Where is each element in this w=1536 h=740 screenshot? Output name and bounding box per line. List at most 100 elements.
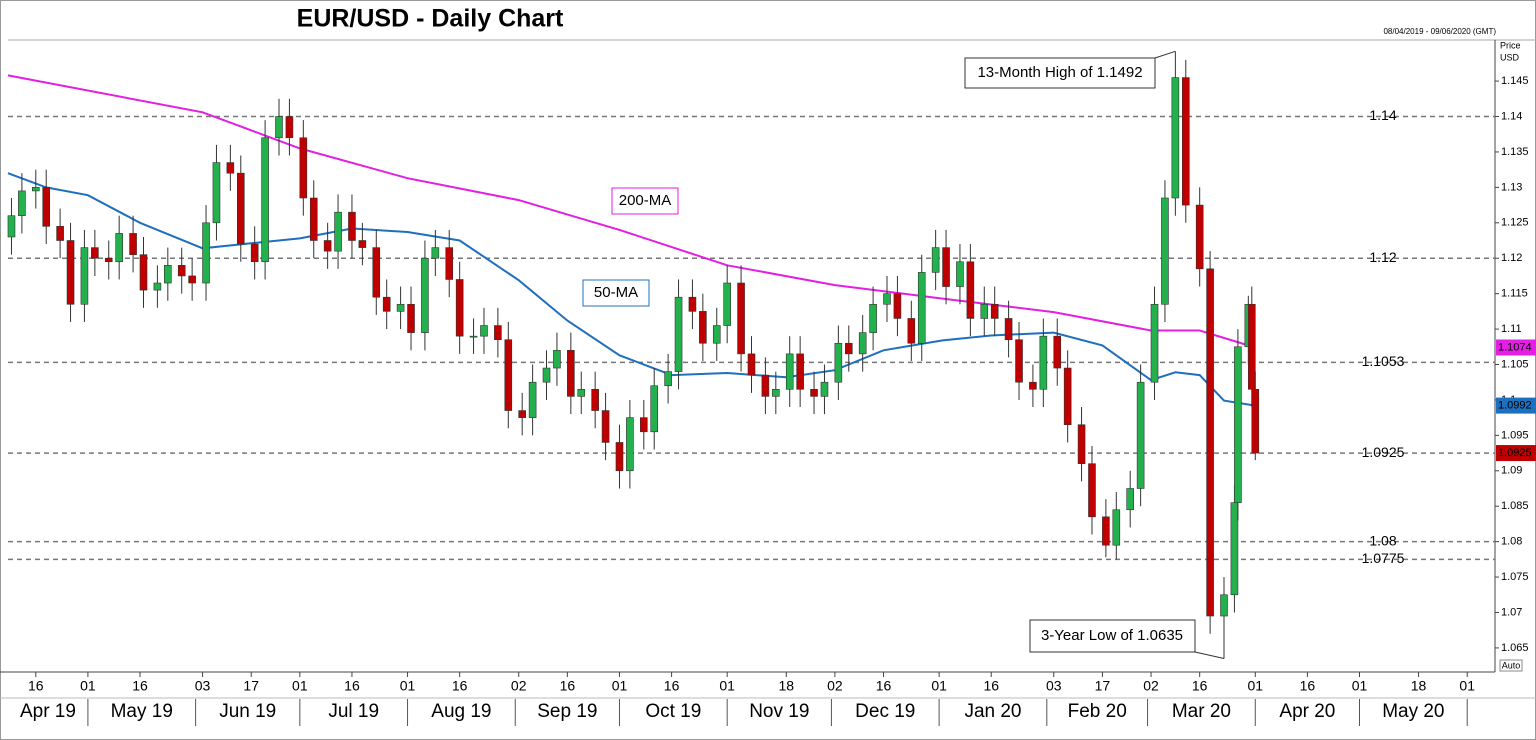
candle-body [664, 371, 672, 387]
candle-body [323, 240, 332, 252]
x-tick-label: 02 [827, 678, 843, 694]
candle-body [42, 187, 51, 227]
ma-label-box [582, 279, 650, 307]
candle-body [639, 417, 648, 433]
y-tick-label: 1.125 [1501, 217, 1529, 229]
candle-body [1039, 335, 1048, 390]
candle-body [942, 247, 950, 287]
candle-body [1150, 303, 1159, 383]
candle-body [723, 282, 731, 326]
auto-label: Auto [1502, 660, 1521, 670]
candle-body [737, 282, 745, 355]
last-value-box [1496, 397, 1536, 414]
candle-body [688, 296, 697, 312]
level-label: 1.14 [1369, 107, 1396, 123]
month-label: Aug 19 [431, 701, 491, 722]
x-tick-label: 03 [195, 678, 211, 694]
candle-body [917, 272, 926, 344]
y-tick-label: 1.07 [1501, 606, 1522, 618]
x-tick-label: 16 [452, 678, 468, 694]
month-label: Mar 20 [1172, 701, 1231, 722]
candle-body [528, 381, 537, 418]
level-label: 1.12 [1369, 249, 1396, 265]
candle-body [202, 222, 210, 284]
candle-body [455, 279, 464, 337]
candle-body [907, 318, 916, 344]
month-label: Sep 19 [537, 701, 597, 722]
y-tick-label: 1.12 [1501, 252, 1522, 264]
candle-body [956, 261, 964, 287]
chart-title: EUR/USD - Daily Chart [297, 5, 564, 33]
annotation-box [1029, 619, 1196, 653]
candle-body [591, 389, 599, 411]
candle-body [494, 325, 502, 341]
last-value-box [1496, 445, 1536, 462]
ma-label-box [611, 187, 679, 215]
x-tick-label: 16 [983, 678, 999, 694]
candle-body [115, 233, 123, 263]
y-tick-label: 1.075 [1501, 571, 1529, 583]
candle-body [883, 293, 891, 305]
annotation: 3-Year Low of 1.0635 [1041, 627, 1183, 644]
y-tick-label: 1.13 [1501, 181, 1522, 193]
candle-body [893, 293, 902, 319]
candle-body [299, 137, 308, 199]
candle-body [421, 257, 429, 333]
x-tick-label: 01 [719, 678, 735, 694]
candle-body [1220, 594, 1228, 617]
candle-body [834, 342, 843, 383]
candle-body [348, 211, 356, 241]
candle-body [567, 350, 575, 397]
y-tick-label: 1.11 [1501, 323, 1522, 335]
candle-body [1206, 268, 1214, 617]
candle-body [1077, 424, 1086, 464]
candle-body [747, 353, 756, 376]
candle-body [407, 303, 415, 333]
candle-body [1161, 197, 1169, 305]
x-tick-label: 03 [1046, 678, 1062, 694]
candle-body [139, 254, 148, 291]
x-tick-label: 16 [664, 678, 680, 694]
candle-body [761, 374, 770, 397]
y-tick-label: 1.135 [1501, 146, 1529, 158]
x-tick-label: 16 [876, 678, 892, 694]
candle-body [153, 282, 162, 291]
y-tick-label: 1.14 [1501, 110, 1522, 122]
candle-body [858, 332, 867, 355]
candle-body [309, 197, 318, 241]
y-tick-label: 1.095 [1501, 429, 1529, 441]
candle-body [1234, 346, 1242, 503]
candle-body [1112, 509, 1121, 546]
auto-box [1499, 659, 1523, 672]
candle-body [91, 247, 99, 259]
candle-body [80, 247, 89, 305]
y-tick-label: 1.085 [1501, 500, 1529, 512]
candle-body [250, 243, 259, 263]
annotation: 13-Month High of 1.1492 [977, 64, 1142, 81]
x-tick-label: 01 [931, 678, 947, 694]
candle-body [820, 381, 829, 397]
candle-body [129, 233, 137, 255]
y-tick-label: 1.09 [1501, 465, 1522, 477]
x-tick-label: 18 [778, 678, 794, 694]
month-label: Dec 19 [855, 701, 915, 722]
month-label: Apr 19 [20, 701, 76, 722]
candle-body [601, 410, 610, 443]
date-range: 08/04/2019 - 09/06/2020 (GMT) [1383, 27, 1496, 36]
annotation-pointer [1154, 50, 1176, 59]
candle-body [1230, 502, 1239, 596]
candle-body [966, 261, 975, 319]
last-value-label: 1.0925 [1498, 447, 1532, 459]
x-tick-label: 16 [560, 678, 576, 694]
month-label: Oct 19 [645, 701, 701, 722]
candle-body [699, 311, 707, 344]
candle-body [275, 116, 283, 139]
y-tick-label: 1.065 [1501, 642, 1529, 654]
x-tick-label: 17 [243, 678, 259, 694]
candle-body [164, 265, 172, 284]
candle-body [212, 162, 221, 224]
ma-label: 50-MA [594, 284, 638, 301]
month-label: Feb 20 [1068, 701, 1127, 722]
candle-body [1251, 389, 1260, 454]
